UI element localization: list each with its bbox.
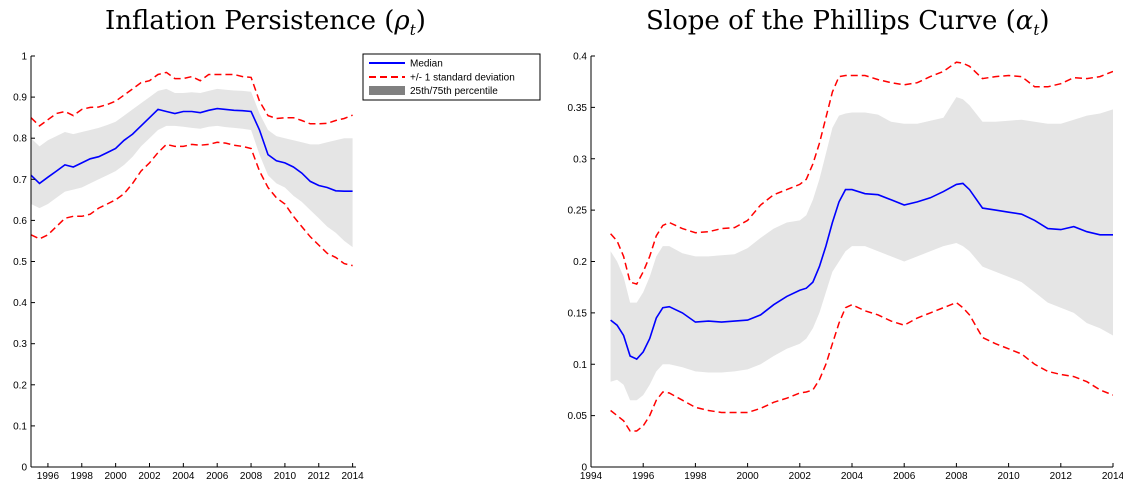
left-x-tick-label: 2012: [308, 471, 331, 482]
right-plot-area: 0 0.05 0.1 0.15 0.2 0.25 0.3 0.35 0.4 1994 1996 199…: [568, 52, 1123, 483]
left-x-tick-label: 2014: [341, 471, 364, 482]
right-x-tick-label: 1994: [580, 471, 603, 482]
right-chart-title-text: Slope of the Phillips Curve: [646, 6, 998, 36]
left-chart-title-text: Inflation Persistence: [105, 6, 376, 36]
right-y-tick-label: 0.2: [573, 257, 587, 268]
right-y-tick-label: 0.3: [573, 154, 587, 165]
right-x-tick-label: 2014: [1102, 471, 1123, 482]
right-y-tick-label: 0.25: [568, 206, 588, 217]
right-chart-title-subscript: t: [1033, 21, 1040, 40]
right-x-tick-label: 2010: [997, 471, 1020, 482]
left-y-tick-label: 0.5: [13, 257, 27, 268]
right-x-tick-label: 1996: [632, 471, 655, 482]
right-x-tick-label: 2012: [1050, 471, 1073, 482]
right-y-tick-label: 0.1: [573, 360, 587, 371]
left-x-tick-label: 2006: [206, 471, 229, 482]
left-chart-title-symbol: ρ: [394, 6, 410, 36]
legend: Median +/- 1 standard deviation 25th/75t…: [362, 53, 541, 101]
right-chart-title: Slope of the Phillips Curve (αt): [646, 6, 1050, 40]
left-percentile-band: [31, 88, 353, 248]
right-percentile-band: [610, 97, 1113, 401]
legend-percentile-swatch: [369, 86, 405, 95]
left-y-tick-label: 0.1: [13, 421, 27, 432]
right-x-tick-label: 2008: [945, 471, 968, 482]
left-x-tick-label: 1996: [37, 471, 60, 482]
left-x-tick-label: 2010: [274, 471, 297, 482]
left-y-tick-label: 0.6: [13, 216, 27, 227]
left-y-tick-label: 0: [21, 463, 27, 474]
left-y-tick-label: 1: [21, 52, 27, 63]
right-median-line: [610, 182, 1113, 361]
left-chart-title-subscript: t: [409, 21, 416, 40]
left-x-tick-label: 2002: [138, 471, 161, 482]
legend-percentile-label: 25th/75th percentile: [410, 86, 498, 97]
right-y-tick-label: 0: [581, 463, 587, 474]
right-x-tick-label: 2006: [893, 471, 916, 482]
left-x-tick-label: 2008: [240, 471, 263, 482]
left-y-tick-label: 0.7: [13, 175, 27, 186]
right-x-tick-label: 2002: [789, 471, 812, 482]
left-x-tick-label: 1998: [71, 471, 94, 482]
left-x-tick-label: 2004: [172, 471, 195, 482]
right-y-tick-label: 0.4: [573, 52, 587, 63]
right-x-tick-label: 2004: [841, 471, 864, 482]
left-plot-area: 0 0.1 0.2 0.3 0.4 0.5 0.6 0.7 0.8 0.9 1 1996 1998 200…: [13, 52, 364, 483]
left-y-tick-label: 0.8: [13, 134, 27, 145]
right-stddev-lower-line: [610, 301, 1113, 432]
right-y-tick-label: 0.35: [568, 103, 588, 114]
left-median-line: [31, 107, 353, 192]
left-y-tick-label: 0.9: [13, 93, 27, 104]
right-x-tick-label: 2000: [736, 471, 759, 482]
legend-stddev-label: +/- 1 standard deviation: [410, 73, 515, 84]
right-x-tick-label: 1998: [684, 471, 707, 482]
left-stddev-lower-line: [31, 141, 353, 267]
right-y-tick-label: 0.05: [568, 411, 588, 422]
right-chart-title-symbol: α: [1015, 6, 1034, 36]
left-y-tick-label: 0.3: [13, 339, 27, 350]
left-stddev-upper-line: [31, 71, 353, 127]
right-stddev-upper-line: [610, 61, 1113, 285]
left-x-tick-label: 2000: [105, 471, 128, 482]
right-y-tick-label: 0.15: [568, 308, 588, 319]
legend-median-label: Median: [410, 59, 443, 70]
left-chart-title: Inflation Persistence (ρt): [105, 6, 426, 40]
left-y-tick-label: 0.2: [13, 380, 27, 391]
left-y-tick-label: 0.4: [13, 298, 27, 309]
